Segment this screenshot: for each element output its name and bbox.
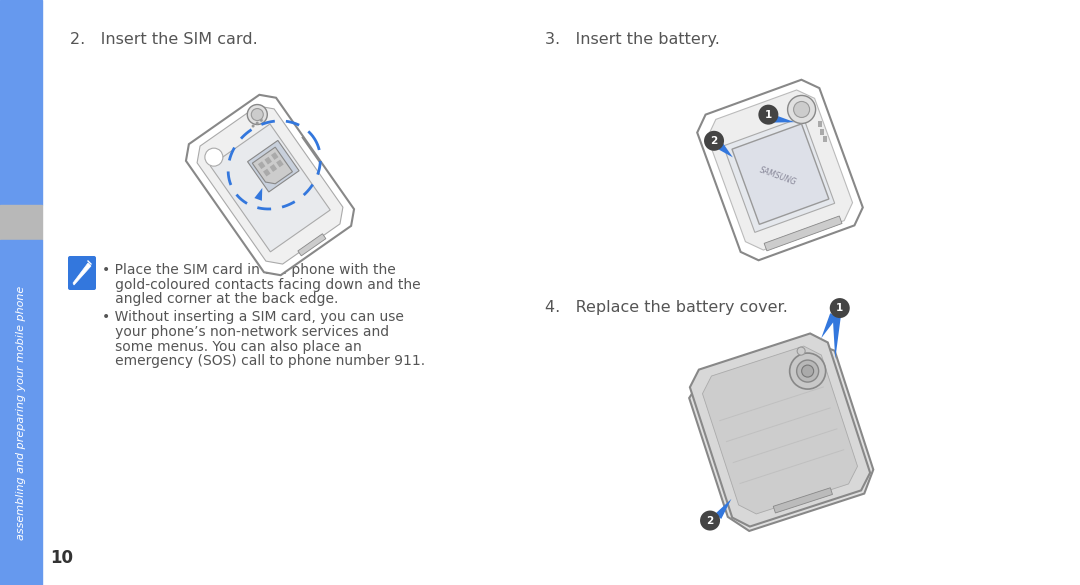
Polygon shape [197, 106, 343, 264]
Text: 2.   Insert the SIM card.: 2. Insert the SIM card. [70, 32, 258, 47]
Polygon shape [271, 152, 279, 160]
Text: 2: 2 [711, 136, 717, 146]
Circle shape [700, 511, 720, 531]
Polygon shape [732, 124, 828, 224]
Circle shape [794, 101, 810, 118]
Bar [0, 0, 42, 205]
Text: 2: 2 [706, 515, 714, 525]
Circle shape [704, 131, 724, 151]
Text: assembling and preparing your mobile phone: assembling and preparing your mobile pho… [16, 285, 26, 539]
Polygon shape [211, 124, 330, 252]
Circle shape [247, 105, 267, 125]
Polygon shape [298, 234, 326, 256]
Polygon shape [270, 164, 278, 172]
Polygon shape [689, 342, 874, 531]
FancyBboxPatch shape [68, 256, 96, 290]
Polygon shape [265, 157, 272, 164]
Bar [818, 121, 822, 127]
Circle shape [829, 298, 850, 318]
Polygon shape [717, 143, 733, 157]
Circle shape [252, 109, 264, 121]
Bar [0, 205, 42, 240]
Polygon shape [247, 140, 299, 192]
Polygon shape [186, 95, 354, 275]
Polygon shape [765, 216, 842, 251]
Text: 3.   Insert the battery.: 3. Insert the battery. [545, 32, 720, 47]
Text: gold-coloured contacts facing down and the: gold-coloured contacts facing down and t… [102, 277, 420, 291]
Text: • Place the SIM card in the phone with the: • Place the SIM card in the phone with t… [102, 263, 395, 277]
Circle shape [797, 360, 819, 382]
Text: 1: 1 [765, 109, 772, 120]
Circle shape [252, 125, 255, 128]
Polygon shape [724, 117, 835, 232]
Polygon shape [698, 80, 863, 260]
Polygon shape [773, 488, 833, 513]
Circle shape [801, 365, 813, 377]
Polygon shape [821, 313, 837, 338]
Bar [0, 240, 42, 585]
Text: 1: 1 [836, 303, 843, 313]
Polygon shape [258, 161, 266, 169]
Polygon shape [690, 333, 870, 526]
Text: emergency (SOS) call to phone number 911.: emergency (SOS) call to phone number 911… [102, 354, 426, 368]
Text: 4.   Replace the battery cover.: 4. Replace the battery cover. [545, 300, 788, 315]
Polygon shape [707, 90, 852, 250]
Circle shape [205, 148, 222, 166]
Polygon shape [772, 115, 795, 123]
Polygon shape [264, 168, 271, 177]
Circle shape [789, 353, 825, 389]
Circle shape [256, 122, 259, 125]
Polygon shape [833, 317, 840, 359]
Polygon shape [253, 147, 293, 184]
Circle shape [797, 347, 806, 355]
Polygon shape [715, 499, 731, 519]
Text: SAMSUNG: SAMSUNG [758, 165, 798, 187]
Bar [821, 129, 824, 135]
Polygon shape [702, 346, 858, 514]
Text: angled corner at the back edge.: angled corner at the back edge. [102, 292, 338, 306]
Circle shape [260, 119, 262, 122]
Text: your phone’s non-network services and: your phone’s non-network services and [102, 325, 389, 339]
Text: • Without inserting a SIM card, you can use: • Without inserting a SIM card, you can … [102, 311, 404, 325]
Bar [823, 136, 827, 142]
Circle shape [758, 105, 779, 125]
Polygon shape [276, 160, 284, 167]
Circle shape [787, 95, 815, 123]
Text: 10: 10 [50, 549, 73, 567]
Polygon shape [73, 263, 91, 285]
Polygon shape [255, 188, 262, 201]
Text: some menus. You can also place an: some menus. You can also place an [102, 339, 362, 353]
